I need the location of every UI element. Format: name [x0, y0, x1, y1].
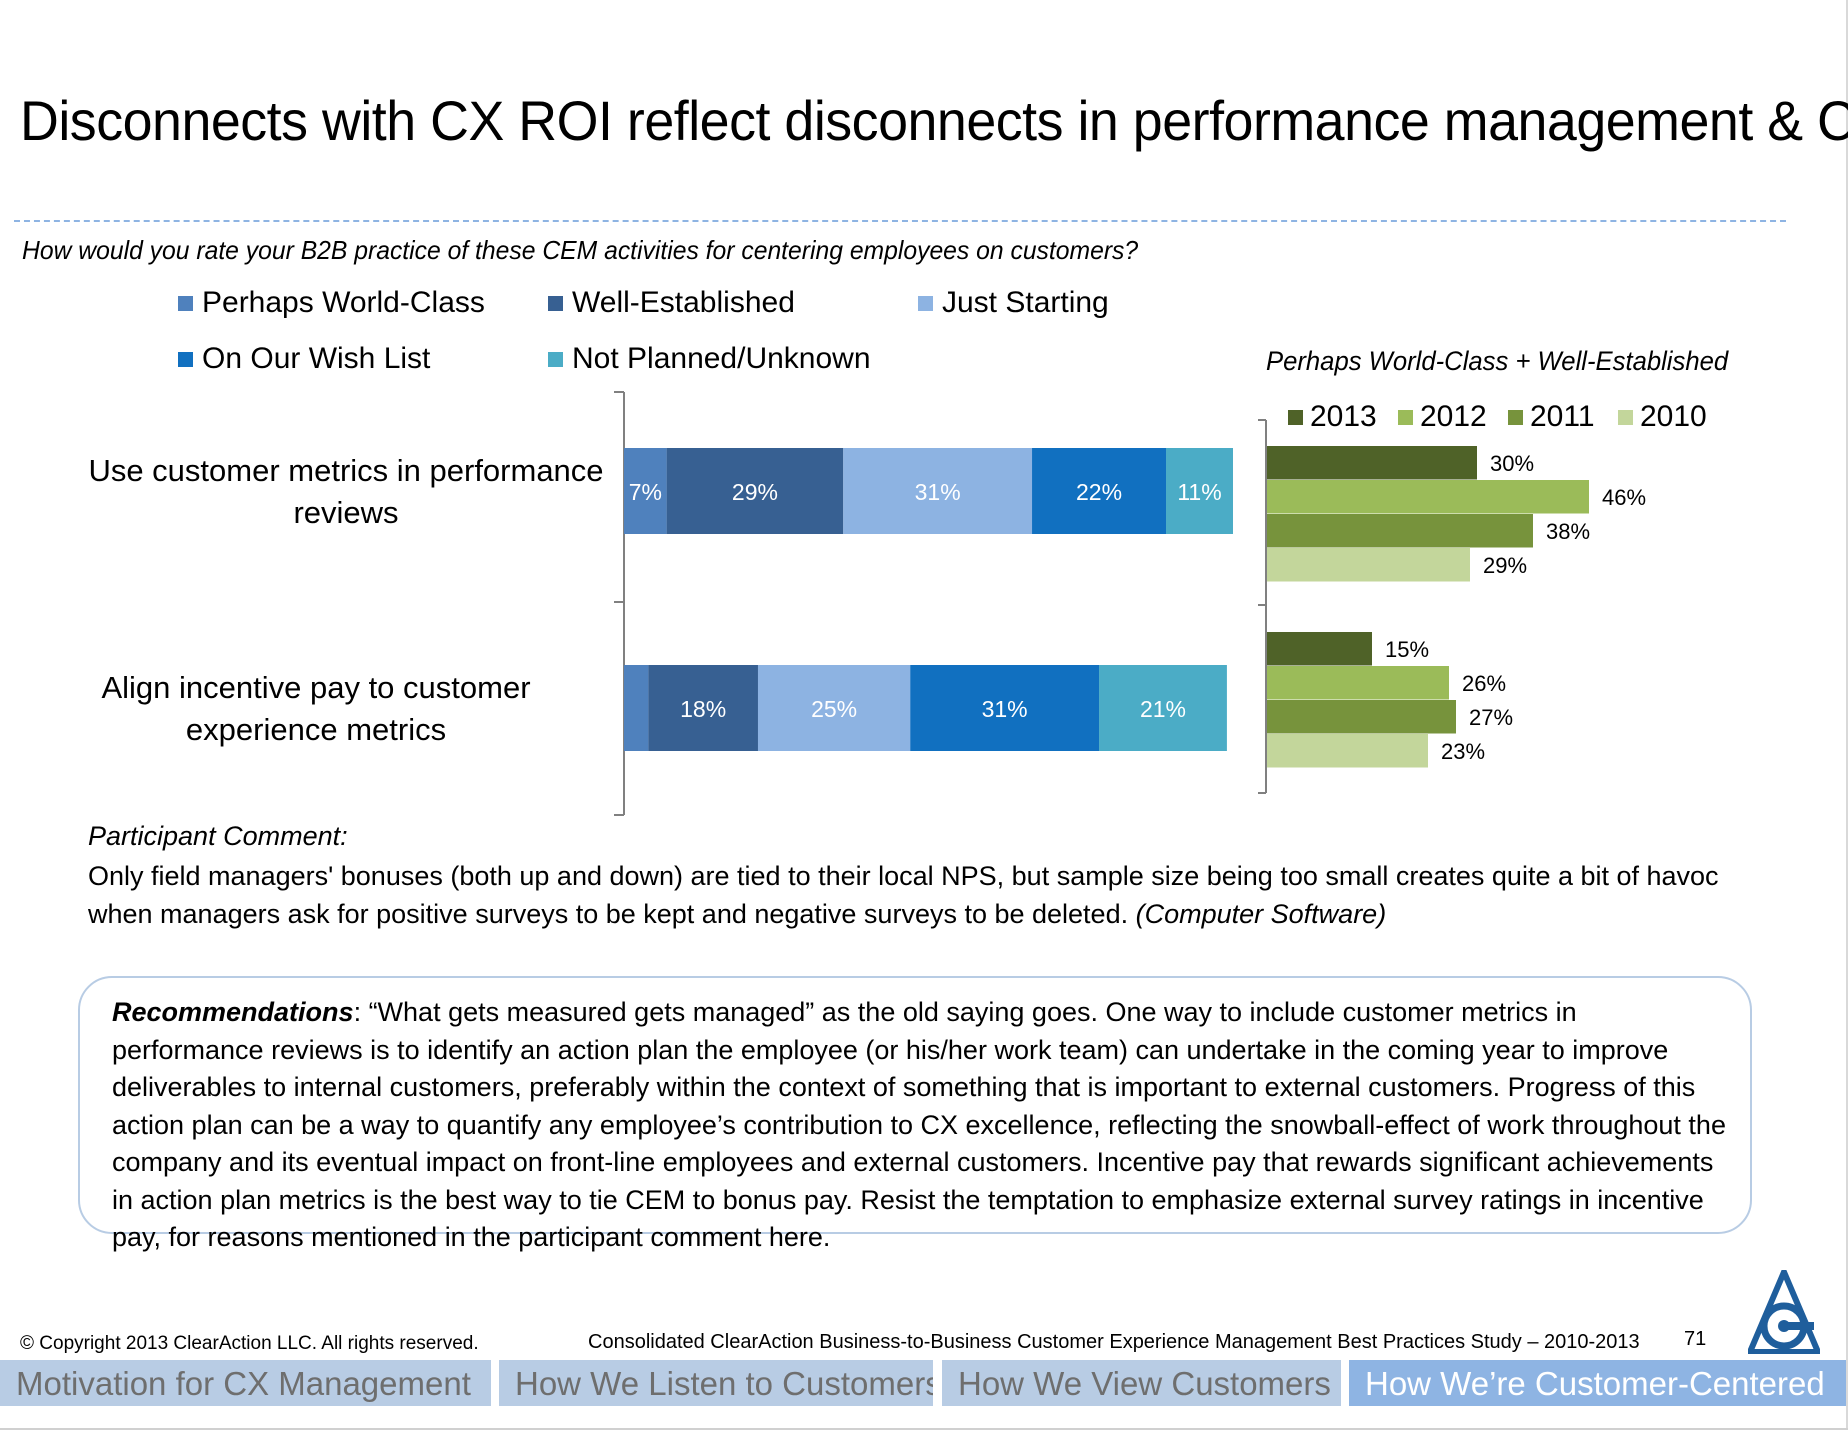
recommendations-box — [78, 976, 1752, 1234]
year-legend-2013: 2013 — [1288, 400, 1377, 434]
tab-motivation-for-cx-management[interactable]: Motivation for CX Management — [0, 1360, 491, 1406]
side-chart-title: Perhaps World-Class + Well-Established — [1266, 346, 1729, 376]
category-label-incentive-pay: Align incentive pay to customer experien… — [101, 670, 531, 747]
bar — [1267, 632, 1372, 666]
comment-text: Only field managers' bonuses (both up an… — [88, 861, 1719, 929]
bar-segment — [1032, 448, 1167, 534]
bar-segment — [666, 448, 844, 534]
data-label: 31% — [982, 696, 1028, 722]
legend-swatch — [178, 351, 193, 367]
legend-label: Well-Established — [572, 286, 795, 319]
bar — [1267, 734, 1428, 768]
bar — [1267, 480, 1589, 514]
recommendations-body: : “What gets measured gets managed” as t… — [112, 997, 1726, 1252]
bar-segment — [843, 448, 1033, 534]
survey-question: How would you rate your B2B practice of … — [22, 235, 1139, 265]
legend-swatch — [548, 295, 563, 311]
bar-segment — [648, 665, 758, 751]
data-label: 15% — [1385, 637, 1429, 662]
legend-item-just-starting: Just Starting — [918, 286, 1109, 320]
legend-label: Perhaps World-Class — [202, 286, 485, 319]
data-label: 22% — [1076, 479, 1122, 505]
data-label: 11% — [1177, 479, 1221, 505]
tab-how-we-listen[interactable]: How We Listen to Customers — [499, 1360, 933, 1406]
data-label: 29% — [1483, 553, 1527, 578]
data-label: 7% — [629, 479, 662, 505]
bar — [1267, 446, 1477, 480]
bar-segment — [624, 448, 667, 534]
bottom-rule — [0, 1428, 1848, 1430]
bar-segment — [757, 665, 911, 751]
legend-swatch — [1508, 409, 1523, 425]
year-legend-2012: 2012 — [1398, 400, 1487, 434]
copyright-notice: © Copyright 2013 ClearAction LLC. All ri… — [20, 1333, 479, 1354]
data-label: 26% — [1462, 671, 1506, 696]
study-name: Consolidated ClearAction Business-to-Bus… — [588, 1331, 1640, 1353]
legend-swatch — [918, 295, 933, 311]
data-label: 38% — [1546, 519, 1590, 544]
data-label: 18% — [680, 696, 726, 722]
legend-label: Just Starting — [942, 286, 1109, 319]
legend-swatch — [1398, 409, 1413, 425]
legend-swatch — [178, 295, 193, 311]
legend-label: 2012 — [1420, 400, 1487, 433]
category-label-performance-reviews: Use customer metrics in performance revi… — [88, 453, 604, 530]
recommendations-text: Recommendations: “What gets measured get… — [112, 994, 1732, 1257]
data-label: 31% — [915, 479, 961, 505]
comment-source: (Computer Software) — [1135, 899, 1387, 929]
recommendations-label: Recommendations — [112, 997, 354, 1027]
bar-segment — [1166, 448, 1233, 534]
data-label: 46% — [1602, 485, 1646, 510]
clearaction-logo-icon — [1748, 1270, 1820, 1354]
tab-how-we-view[interactable]: How We View Customers — [942, 1360, 1341, 1406]
bar-segment — [910, 665, 1100, 751]
data-label: 29% — [732, 479, 778, 505]
legend-swatch — [548, 351, 563, 367]
bar-segment — [1099, 665, 1227, 751]
legend-label: 2013 — [1310, 400, 1377, 433]
tab-how-were-customer-centered[interactable]: How We’re Customer-Centered — [1349, 1360, 1846, 1406]
year-legend-2010: 2010 — [1618, 400, 1707, 434]
legend-swatch — [1288, 409, 1303, 425]
legend-label: Not Planned/Unknown — [572, 342, 871, 375]
legend-item-not-planned: Not Planned/Unknown — [548, 342, 871, 376]
bar — [1267, 666, 1449, 700]
title-divider — [14, 220, 1786, 222]
participant-comment: Only field managers' bonuses (both up an… — [88, 857, 1728, 933]
data-label: 21% — [1140, 696, 1186, 722]
legend-item-well-established: Well-Established — [548, 286, 795, 320]
legend-swatch — [1618, 409, 1633, 425]
page-number: 71 — [1684, 1328, 1707, 1350]
data-label: 25% — [811, 696, 857, 722]
bar — [1267, 514, 1533, 548]
legend-label: 2011 — [1530, 400, 1595, 433]
page-title: Disconnects with CX ROI reflect disconne… — [20, 89, 1848, 152]
bar — [1267, 548, 1470, 582]
bar — [1267, 700, 1456, 734]
data-label: 30% — [1490, 451, 1534, 476]
legend-item-perhaps-world-class: Perhaps World-Class — [178, 286, 485, 320]
comment-label: Participant Comment: — [88, 821, 348, 851]
data-label: 27% — [1469, 705, 1513, 730]
data-label: 23% — [1441, 739, 1485, 764]
bar-segment — [624, 665, 649, 751]
legend-label: On Our Wish List — [202, 342, 431, 375]
legend-item-on-our-wish-list: On Our Wish List — [178, 342, 430, 376]
slide-edge — [1846, 0, 1848, 1430]
year-legend-2011: 2011 — [1508, 400, 1595, 434]
legend-label: 2010 — [1640, 400, 1707, 433]
